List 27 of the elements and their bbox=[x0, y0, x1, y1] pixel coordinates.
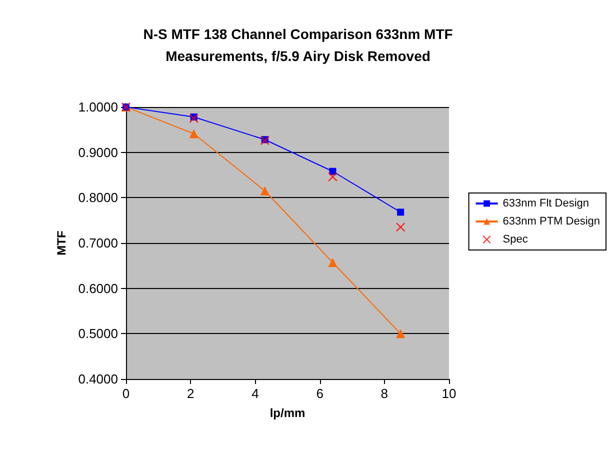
legend-label: 633nm PTM Design bbox=[502, 216, 600, 228]
legend-label: 633nm Flt Design bbox=[502, 198, 590, 210]
y-tick-label: 0.6000 bbox=[78, 280, 118, 296]
point bbox=[328, 258, 338, 267]
y-tick-label: 0.7000 bbox=[78, 236, 118, 250]
x-tick-label: 6 bbox=[316, 386, 324, 401]
x-tick-label: 8 bbox=[380, 386, 388, 401]
point bbox=[396, 222, 406, 232]
point bbox=[260, 186, 270, 196]
chart-title: N-S MTF 138 Channel Comparison 633nm MTF Measurements, f/5.9 Airy Disk Removed bbox=[143, 26, 454, 64]
y-tick-label: 1.0000 bbox=[78, 100, 118, 114]
y-tick-label: 0.8000 bbox=[78, 190, 118, 206]
x-tick-label: 0 bbox=[122, 386, 130, 401]
y-tick-label: 0.5000 bbox=[78, 326, 118, 342]
y-tick-label: 0.9000 bbox=[78, 144, 118, 160]
legend-label: Spec bbox=[502, 234, 528, 246]
point bbox=[189, 114, 198, 123]
x-tick-label: 10 bbox=[442, 386, 456, 401]
y-tick-label: 0.4000 bbox=[78, 372, 118, 386]
x-tick-label: 4 bbox=[252, 386, 259, 401]
point bbox=[397, 208, 404, 216]
x-tick-label: 2 bbox=[186, 386, 194, 401]
x-axis-title: lp/mm bbox=[270, 406, 306, 420]
point bbox=[328, 172, 338, 182]
point bbox=[189, 129, 198, 138]
y-axis-title: MTF bbox=[54, 230, 68, 256]
point bbox=[396, 329, 406, 338]
